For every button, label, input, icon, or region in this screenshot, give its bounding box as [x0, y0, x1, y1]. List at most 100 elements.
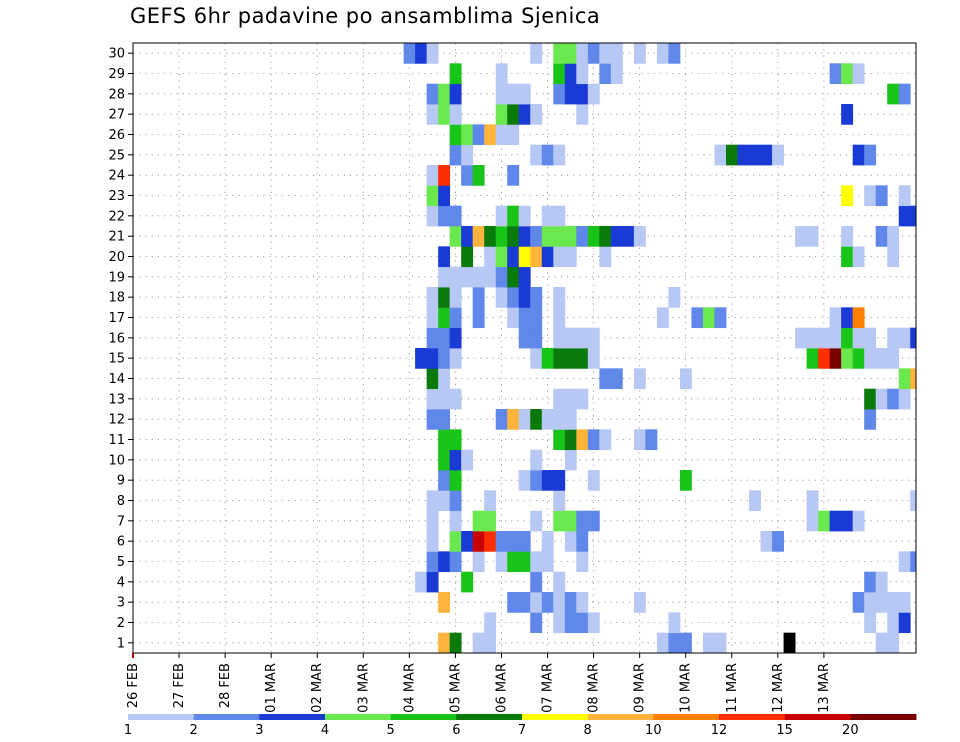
heatmap-cell: [576, 348, 589, 369]
y-tick-label: 11: [108, 433, 125, 448]
heatmap-cell: [633, 43, 646, 64]
heatmap-cell: [564, 43, 577, 64]
heatmap-cell: [495, 531, 508, 552]
heatmap-cell: [852, 327, 865, 349]
heatmap-cell: [576, 612, 589, 634]
heatmap-cell: [576, 531, 589, 552]
heatmap-cell: [507, 307, 520, 329]
heatmap-cell: [530, 307, 543, 329]
heatmap-cell: [553, 307, 566, 329]
heatmap-cell: [864, 348, 877, 369]
heatmap-cell: [610, 368, 623, 390]
x-tick-label: 13 MAR: [817, 663, 832, 713]
heatmap-cell: [530, 287, 543, 308]
heatmap-cell: [587, 429, 600, 451]
heatmap-cell: [553, 246, 566, 268]
heatmap-cell: [518, 246, 531, 268]
colorbar-label: 10: [645, 723, 662, 738]
y-tick-label: 6: [117, 535, 125, 550]
y-tick-label: 25: [108, 148, 125, 163]
heatmap-cell: [564, 531, 577, 552]
heatmap-cell: [495, 63, 508, 85]
heatmap-cell: [438, 388, 451, 410]
heatmap-cell: [841, 348, 854, 369]
heatmap-cell: [864, 327, 877, 349]
heatmap-cell: [829, 510, 842, 532]
heatmap-cell: [472, 124, 485, 146]
heatmap-cell: [622, 226, 635, 247]
heatmap-cell: [541, 144, 554, 166]
heatmap-cell: [426, 551, 439, 573]
heatmap-cell: [564, 246, 577, 268]
heatmap-cell: [898, 83, 911, 105]
heatmap-cell: [426, 510, 439, 532]
heatmap-cell: [426, 327, 439, 349]
heatmap-cell: [553, 205, 566, 227]
heatmap-cell: [841, 246, 854, 268]
heatmap-cell: [541, 409, 554, 430]
heatmap-cell: [449, 287, 462, 308]
heatmap-cell: [679, 470, 692, 491]
colorbar-label: 8: [584, 723, 592, 738]
heatmap-cell: [806, 348, 819, 369]
heatmap-cell: [438, 83, 451, 105]
heatmap-cell: [610, 226, 623, 247]
heatmap-cell: [656, 632, 669, 654]
heatmap-cell: [438, 307, 451, 329]
heatmap-cell: [702, 307, 715, 329]
heatmap-cell: [875, 592, 888, 613]
heatmap-cell: [852, 246, 865, 268]
heatmap-cell: [656, 43, 669, 64]
y-tick-label: 4: [117, 575, 125, 590]
heatmap-cell: [553, 592, 566, 613]
heatmap-cell: [553, 287, 566, 308]
heatmap-cell: [426, 104, 439, 125]
heatmap-cell: [910, 551, 917, 573]
heatmap-cell: [426, 185, 439, 207]
heatmap-cell: [518, 266, 531, 288]
heatmap-cell: [530, 348, 543, 369]
colorbar-swatch: [522, 714, 589, 720]
colorbar-label: 5: [387, 723, 395, 738]
heatmap-cell: [553, 144, 566, 166]
heatmap-cell: [864, 409, 877, 430]
heatmap-cell: [541, 470, 554, 491]
y-tick-label: 15: [108, 352, 125, 367]
heatmap-cell: [772, 531, 784, 552]
heatmap-cell: [633, 592, 646, 613]
heatmap-cell: [426, 83, 439, 105]
heatmap-cell: [668, 287, 681, 308]
colorbar-swatch: [719, 714, 786, 720]
heatmap-cell: [518, 470, 531, 491]
heatmap-cell: [484, 632, 497, 654]
heatmap-cell: [438, 185, 451, 207]
heatmap-cell: [633, 429, 646, 451]
x-tick-label: 27 FEB: [172, 663, 187, 708]
y-tick-label: 1: [117, 636, 125, 651]
heatmap-cell: [564, 226, 577, 247]
colorbar-swatch: [587, 714, 654, 720]
heatmap-cell: [576, 327, 589, 349]
heatmap-cell: [898, 551, 911, 573]
heatmap-cell: [449, 429, 462, 451]
heatmap-cell: [449, 205, 462, 227]
heatmap-cell: [461, 165, 474, 186]
heatmap-cell: [587, 470, 600, 491]
heatmap-cell: [795, 226, 808, 247]
heatmap-cell: [518, 83, 531, 105]
heatmap-cell: [484, 246, 497, 268]
heatmap-cell: [438, 409, 451, 430]
heatmap-cell: [438, 165, 451, 186]
heatmap-cell: [530, 43, 543, 64]
heatmap-cell: [714, 144, 727, 166]
heatmap-cell: [806, 226, 819, 247]
y-tick-label: 10: [108, 453, 125, 468]
heatmap-cell: [438, 246, 451, 268]
y-tick-label: 2: [117, 616, 125, 631]
heatmap-cell: [461, 571, 474, 593]
heatmap-cell: [887, 388, 900, 410]
heatmap-cell: [484, 490, 497, 512]
heatmap-cell: [553, 490, 566, 512]
heatmap-cell: [518, 104, 531, 125]
heatmap-cell: [518, 531, 531, 552]
